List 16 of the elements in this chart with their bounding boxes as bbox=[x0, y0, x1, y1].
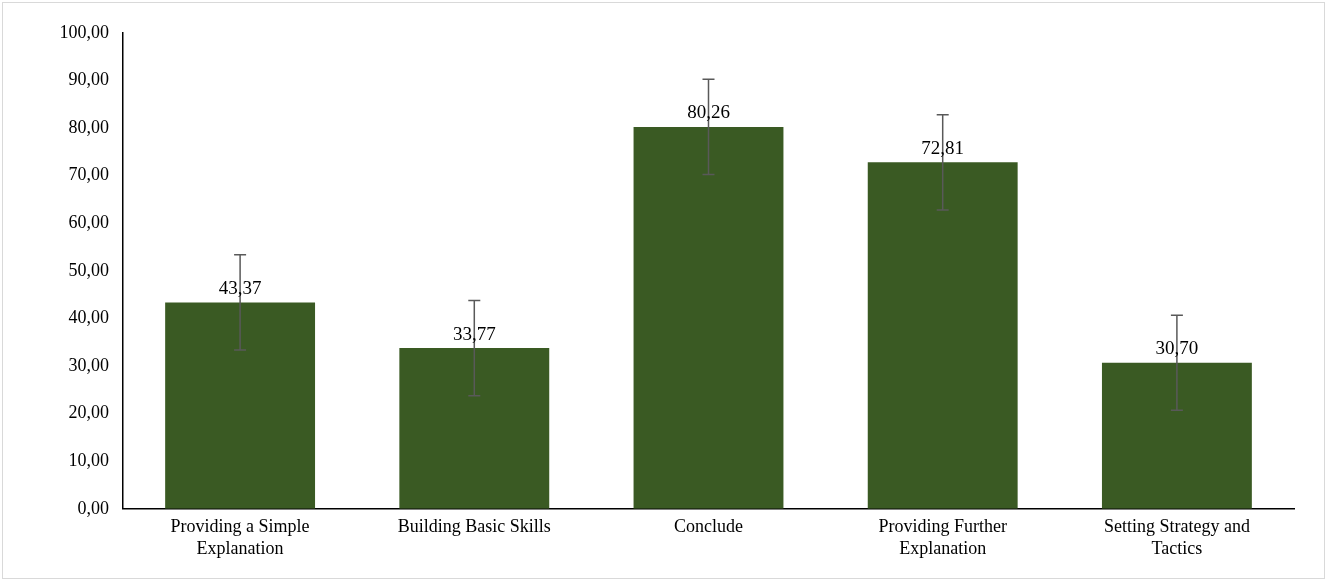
y-tick-label: 100,00 bbox=[59, 21, 109, 42]
y-tick-label: 20,00 bbox=[68, 402, 109, 423]
y-tick-label: 90,00 bbox=[68, 69, 109, 90]
y-tick-label: 40,00 bbox=[68, 307, 109, 328]
x-tick-label: Providing a Simple Explanation bbox=[170, 516, 310, 558]
x-tick-label: Setting Strategy and Tactics bbox=[1103, 516, 1250, 558]
x-tick-label: Building Basic Skills bbox=[397, 516, 551, 537]
y-tick-label: 80,00 bbox=[68, 116, 109, 137]
y-tick-label: 0,00 bbox=[77, 497, 109, 518]
y-tick-label: 50,00 bbox=[68, 259, 109, 280]
y-tick-label: 70,00 bbox=[68, 164, 109, 185]
x-tick-label: Providing Further Explanation bbox=[878, 516, 1007, 558]
y-tick-label: 30,00 bbox=[68, 354, 109, 375]
y-tick-label: 10,00 bbox=[68, 449, 109, 470]
x-tick-label: Conclude bbox=[674, 516, 743, 537]
y-tick-label: 60,00 bbox=[68, 212, 109, 233]
